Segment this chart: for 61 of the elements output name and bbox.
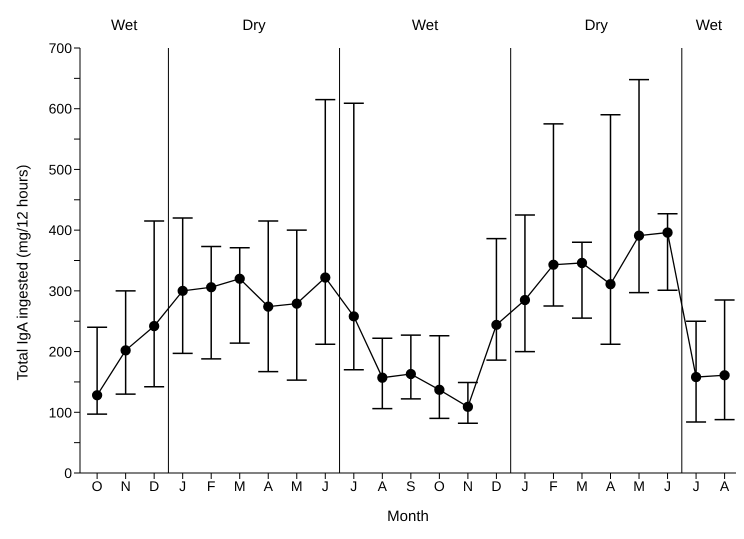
x-tick-label: M: [633, 478, 645, 494]
point: [462, 402, 474, 412]
y-tick-label: 400: [48, 222, 72, 238]
x-tick-label: D: [491, 478, 502, 494]
x-tick-label: S: [406, 478, 416, 494]
y-tick-label: 500: [48, 161, 72, 178]
point: [719, 370, 730, 380]
x-tick-label: A: [378, 478, 388, 494]
text: Dry: [584, 17, 608, 34]
y-tick-label: 600: [48, 100, 72, 117]
x-tick-label: N: [120, 478, 131, 494]
point: [548, 260, 559, 270]
point: [149, 320, 160, 332]
point: [320, 272, 330, 283]
x-tick-label: J: [664, 478, 672, 494]
x-tick-label: A: [264, 478, 274, 494]
x-tick-label: A: [606, 478, 616, 494]
x-tick-label: O: [92, 478, 103, 494]
point: [263, 301, 274, 312]
point: [120, 345, 131, 356]
text: Dry: [242, 17, 266, 34]
y-tick-label: 300: [48, 282, 72, 299]
point: [348, 311, 359, 322]
text: Wet: [111, 17, 138, 34]
y-tick-label: 200: [48, 344, 72, 360]
y-tick-label: 700: [48, 40, 72, 56]
point: [292, 298, 302, 309]
x-axis-title: Month: [387, 508, 429, 525]
text: Wet: [412, 17, 440, 34]
point: [178, 286, 188, 296]
point: [491, 320, 502, 330]
point: [234, 274, 245, 284]
x-tick-label: J: [179, 478, 186, 494]
y-tick-label: 0: [64, 464, 72, 481]
point: [662, 227, 673, 238]
x-tick-label: O: [434, 478, 445, 494]
x-tick-label: F: [206, 478, 216, 494]
point: [520, 294, 530, 306]
y-tick-label: 100: [48, 404, 72, 420]
point: [377, 372, 388, 383]
x-tick-label: M: [576, 478, 588, 494]
point: [434, 384, 445, 395]
x-tick-label: F: [549, 478, 558, 494]
x-tick-label: A: [720, 478, 730, 494]
x-tick-label: J: [692, 478, 700, 494]
x-tick-label: J: [322, 478, 329, 494]
x-tick-label: M: [234, 478, 246, 494]
point: [406, 368, 416, 380]
x-tick-label: N: [462, 478, 473, 494]
point: [576, 258, 588, 268]
y-axis-title: Total IgA ingested (mg/12 hours): [14, 164, 32, 380]
point: [206, 282, 216, 292]
x-tick-label: D: [149, 478, 160, 494]
text: Wet: [696, 17, 723, 34]
point: [605, 279, 616, 290]
point: [92, 390, 102, 400]
point: [690, 372, 702, 382]
point: [634, 230, 644, 241]
x-tick-label: M: [290, 478, 303, 494]
x-tick-label: J: [521, 478, 528, 494]
x-tick-label: J: [350, 478, 358, 494]
